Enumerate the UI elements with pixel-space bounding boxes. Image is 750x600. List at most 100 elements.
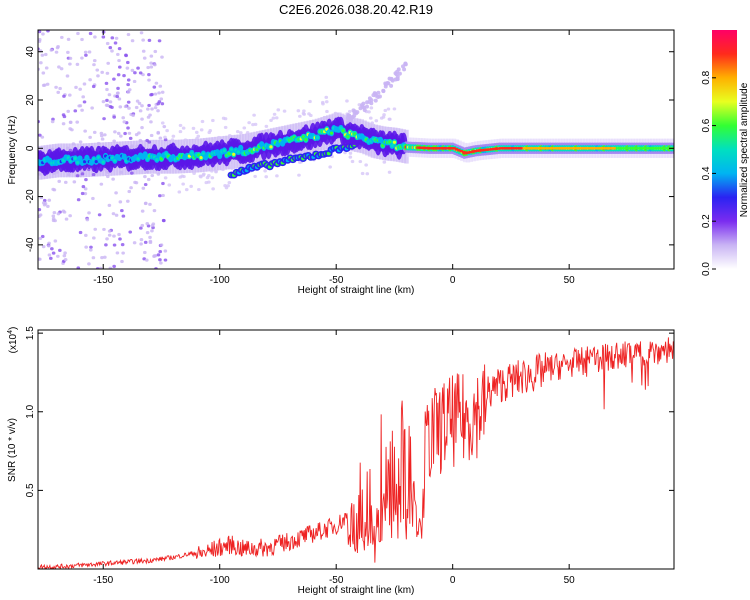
noise-mark <box>386 107 391 111</box>
ridge-peak-mark <box>487 148 491 151</box>
noise-mark <box>148 235 152 239</box>
y-tick-label: 40 <box>25 46 36 58</box>
ridge-peak-mark <box>618 147 622 150</box>
snr-multiplier-exp: 4 <box>7 330 14 334</box>
noise-mark <box>150 223 155 228</box>
noise-mark <box>145 169 150 174</box>
noise-mark <box>117 97 122 101</box>
noise-mark <box>45 82 50 86</box>
ridge-peak-mark <box>466 151 470 154</box>
ridge-peak-mark <box>643 147 647 150</box>
noise-mark <box>158 250 163 254</box>
ridge-peak-mark <box>590 147 594 150</box>
noise-mark <box>137 101 142 105</box>
noise-mark <box>131 113 135 117</box>
noise-mark <box>105 71 110 75</box>
snr-x-label: Height of straight line (km) <box>298 585 415 596</box>
colorbar-tick-label: 0.8 <box>701 70 712 84</box>
noise-mark <box>119 134 123 138</box>
noise-mark <box>121 251 125 255</box>
noise-mark <box>78 87 82 91</box>
noise-mark <box>81 185 86 189</box>
noise-mark <box>88 248 93 252</box>
noise-mark <box>149 133 154 138</box>
ridge-core-mark <box>232 152 236 156</box>
ridge-peak-mark <box>513 147 517 150</box>
noise-mark <box>118 200 123 204</box>
noise-mark <box>65 146 70 150</box>
noise-mark <box>214 170 218 174</box>
noise-mark <box>126 100 131 104</box>
ridge-peak-mark <box>622 147 626 150</box>
ridge-core-mark <box>381 143 385 148</box>
noise-mark <box>49 256 53 260</box>
ridge-core-mark <box>378 138 383 142</box>
noise-mark <box>301 111 306 116</box>
noise-mark <box>194 130 199 134</box>
noise-mark <box>41 71 46 75</box>
noise-mark <box>387 117 392 121</box>
ridge-peak-mark <box>455 148 459 151</box>
noise-mark <box>379 116 384 120</box>
colorbar-tick-label: 0.4 <box>701 166 712 180</box>
noise-mark <box>135 99 140 103</box>
noise-mark <box>124 53 128 57</box>
ridge-peak-mark <box>527 147 531 150</box>
ridge-peak-mark <box>599 147 603 150</box>
ridge-peak-mark <box>650 147 654 150</box>
ridge-core-mark <box>222 149 226 153</box>
noise-mark <box>114 36 119 40</box>
ridge-peak-mark <box>625 147 629 150</box>
ridge-peak-mark <box>664 147 668 150</box>
ridge-peak-mark <box>436 147 440 150</box>
ridge-peak-mark <box>580 147 585 150</box>
noise-mark <box>127 189 132 194</box>
ridge-peak-mark <box>468 150 473 154</box>
ridge-core-mark <box>82 160 87 164</box>
ridge-peak-mark <box>520 147 524 150</box>
x-tick-label: 50 <box>564 575 576 586</box>
noise-mark <box>138 71 143 75</box>
noise-mark <box>247 121 251 125</box>
ridge-core-mark <box>390 144 394 148</box>
noise-mark <box>85 218 90 222</box>
spectrogram-panel: -150 -100 -50 0 50 -40 -20 0 20 40 Height of str… <box>7 29 675 296</box>
noise-mark <box>107 229 112 233</box>
ridge-peak-mark <box>517 147 522 150</box>
noise-mark <box>46 204 50 208</box>
noise-mark <box>162 124 167 129</box>
tail-mark <box>394 72 399 77</box>
noise-mark <box>118 237 122 241</box>
noise-mark <box>91 172 96 177</box>
noise-mark <box>144 258 149 262</box>
noise-mark <box>123 104 128 109</box>
noise-mark <box>235 130 240 134</box>
noise-mark <box>114 213 119 217</box>
ridge-peak-mark <box>459 149 463 153</box>
noise-mark <box>54 50 59 54</box>
noise-mark <box>101 35 106 39</box>
tail-mark <box>351 108 356 113</box>
noise-mark <box>116 131 121 135</box>
noise-mark <box>159 243 164 247</box>
noise-mark <box>107 93 112 97</box>
ridge-peak-mark <box>541 147 545 150</box>
ridge-peak-mark <box>655 147 659 150</box>
noise-mark <box>82 100 87 104</box>
tail-mark <box>373 98 378 103</box>
ridge-peak-mark <box>573 147 578 150</box>
noise-mark <box>123 131 127 136</box>
noise-mark <box>160 90 165 94</box>
noise-mark <box>221 167 225 172</box>
noise-mark <box>139 242 143 246</box>
noise-mark <box>65 74 70 78</box>
ridge-peak-mark <box>660 147 664 150</box>
noise-mark <box>105 98 109 102</box>
ridge-peak-mark <box>427 146 431 150</box>
colorbar-tick-label: 0.0 <box>701 262 712 276</box>
noise-mark <box>41 245 46 249</box>
ridge-peak-mark <box>508 147 512 150</box>
noise-mark <box>126 60 130 65</box>
noise-mark <box>87 50 92 54</box>
noise-mark <box>154 81 159 85</box>
